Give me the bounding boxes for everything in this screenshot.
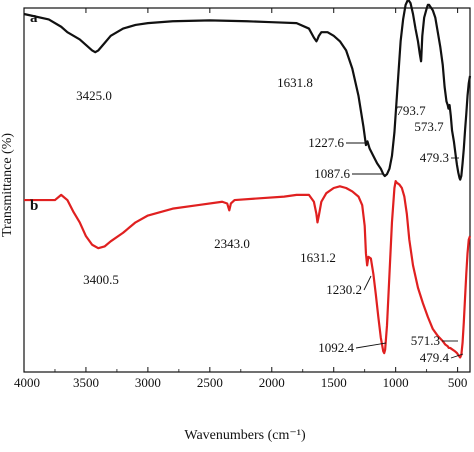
peak-leader-line: [363, 275, 372, 291]
x-tick-label: 1000: [383, 375, 409, 390]
x-tick-label: 1500: [321, 375, 347, 390]
plot-frame: [23, 7, 471, 373]
peak-label-1087-6: 1087.6: [314, 166, 350, 181]
peak-label-3425-0: 3425.0: [76, 88, 112, 103]
peak-label-573-7: 573.7: [414, 119, 444, 134]
axis-layer: Transmittance (%) Wavenumbers (cm⁻¹) 400…: [0, 8, 467, 443]
x-tick-label: 3000: [135, 375, 161, 390]
y-axis-title: Transmittance (%): [0, 133, 15, 237]
series-line-a: [23, 0, 472, 181]
peak-label-1092-4: 1092.4: [318, 340, 354, 355]
peak-leader-line: [355, 342, 387, 349]
series-layer: [23, 0, 472, 359]
peak-label-1230-2: 1230.2: [326, 282, 362, 297]
peak-leader-line: [450, 353, 464, 359]
peak-label-1227-6: 1227.6: [308, 135, 344, 150]
x-tick-label: 2000: [259, 375, 285, 390]
panel-label-a: a: [30, 10, 38, 26]
peak-label-1631-8: 1631.8: [277, 75, 313, 90]
x-axis-title: Wavenumbers (cm⁻¹): [184, 428, 306, 443]
peak-label-2343-0: 2343.0: [214, 236, 250, 251]
peak-label-1631-2: 1631.2: [300, 250, 336, 265]
x-tick-label: 3500: [73, 375, 99, 390]
peak-label-479-3: 479.3: [420, 150, 449, 165]
panel-label-b: b: [30, 198, 38, 214]
peak-label-479-4: 479.4: [420, 350, 450, 365]
peak-label-3400-5: 3400.5: [83, 272, 119, 287]
peak-label-793-7: 793.7: [396, 103, 426, 118]
x-tick-label: 500: [448, 375, 468, 390]
series-line-b: [24, 180, 472, 359]
x-tick-label: 4000: [14, 375, 40, 390]
plot-border: [23, 7, 471, 373]
peak-label-571-3: 571.3: [411, 333, 440, 348]
x-tick-label: 2500: [197, 375, 223, 390]
